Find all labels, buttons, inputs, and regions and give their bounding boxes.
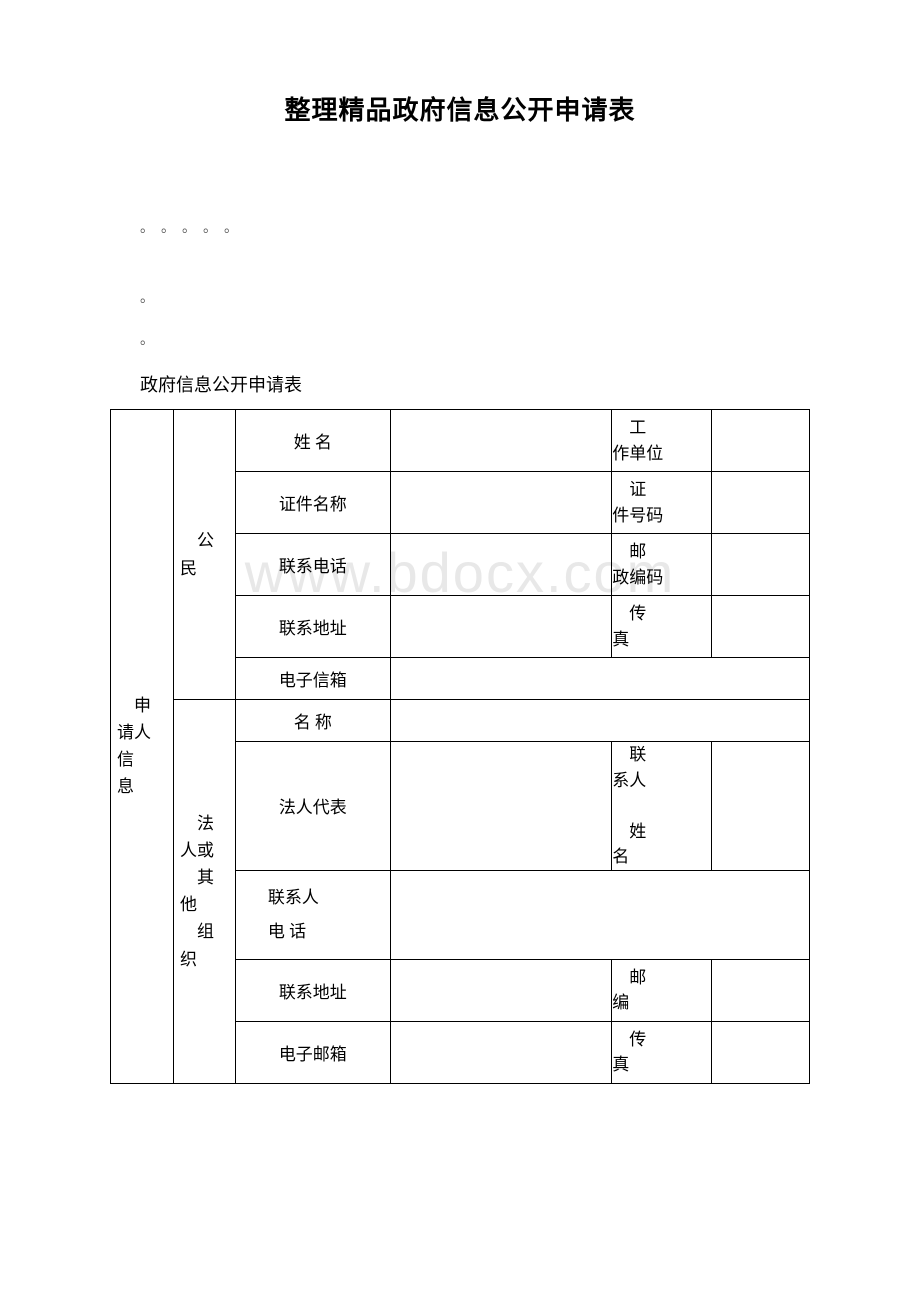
legalrep-label: 法人代表 [235,742,390,871]
legalfax-value [712,1021,810,1083]
citizen-header: 公民 [173,410,235,700]
contactphone-value [390,870,809,959]
postcode-label: 邮政编码 [612,534,712,596]
phone-value [390,534,612,596]
form-subtitle: 政府信息公开申请表 [110,371,810,397]
legal-header: 法人或 其他 组织 [173,700,235,1084]
dot-1: 。 [110,287,810,307]
name-value [390,410,612,472]
application-form-table: 申请人信息 公民 姓 名 工作单位 证件名称 证件号码 联系电话 邮政编码 联系… [110,409,810,1084]
contactphone-label: 联系人电 话 [235,870,390,959]
postcode-value [712,534,810,596]
legalfax-label: 传真 [612,1021,712,1083]
email-label: 电子信箱 [235,658,390,700]
legalemail-label: 电子邮箱 [235,1021,390,1083]
page-title: 整理精品政府信息公开申请表 [110,90,810,127]
idtype-label: 证件名称 [235,472,390,534]
idtype-value [390,472,612,534]
workunit-value [712,410,810,472]
legalpostcode-label: 邮编 [612,959,712,1021]
address-value [390,596,612,658]
dot-2: 。 [110,329,810,349]
dots-row: 。。。。。 [110,217,810,237]
legaladdress-label: 联系地址 [235,959,390,1021]
name-label: 姓 名 [235,410,390,472]
applicant-info-header: 申请人信息 [111,410,174,1084]
workunit-label: 工作单位 [612,410,712,472]
legaladdress-value [390,959,612,1021]
fax-value [712,596,810,658]
idnum-value [712,472,810,534]
contactname-value [712,742,810,871]
orgname-value [390,700,809,742]
idnum-label: 证件号码 [612,472,712,534]
legalpostcode-value [712,959,810,1021]
legalrep-value [390,742,612,871]
contactname-label: 联系人 姓名 [612,742,712,871]
phone-label: 联系电话 [235,534,390,596]
legalemail-value [390,1021,612,1083]
fax-label: 传真 [612,596,712,658]
email-value [390,658,809,700]
orgname-label: 名 称 [235,700,390,742]
address-label: 联系地址 [235,596,390,658]
